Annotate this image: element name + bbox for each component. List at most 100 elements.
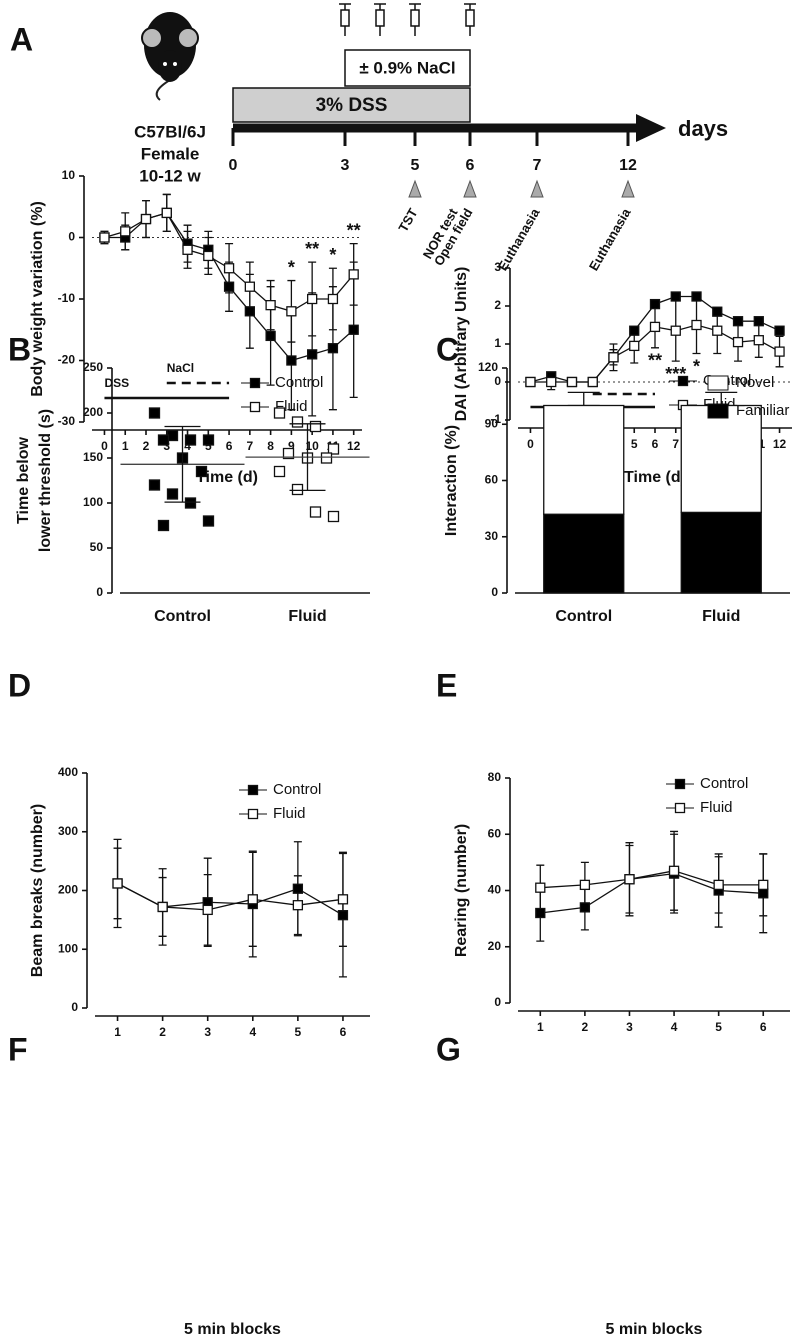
y-tick-label: 40 [488,883,502,897]
axis-label: days [678,116,728,141]
syringe [409,3,421,36]
marker [608,352,619,363]
marker [223,263,235,274]
y-tick-label: 3 [494,260,501,274]
marker [307,293,318,305]
marker [774,346,785,357]
x-tick-label: 6 [652,437,659,451]
bar-segment [543,404,625,515]
point [148,407,161,419]
y-tick-label: 60 [485,473,499,487]
x-tick-label: Fluid [288,608,326,625]
mouse-ear [141,27,163,49]
y-tick-label: -1 [490,412,501,426]
marker [348,269,359,280]
panel-label: G [436,1031,461,1067]
y-tick-label: 0 [494,374,501,388]
point [157,434,170,446]
event-marker [408,179,422,198]
y-tick-label: 0 [68,230,75,244]
tick-label: 7 [533,157,542,174]
legend-swatch [707,375,729,391]
marker [247,894,258,905]
mouse-eye [163,62,167,66]
legend-label: Fluid [700,799,733,816]
point [327,443,340,455]
point [148,479,161,491]
y-tick-label: 300 [58,824,78,838]
marker [265,330,276,342]
marker [691,291,702,302]
marker [758,879,769,891]
strain-label: Female [141,144,200,163]
tick-label: 12 [619,157,637,174]
y-tick-label: 120 [478,360,498,374]
point [291,416,304,428]
bar-segment [680,511,762,594]
y-tick-label: 0 [71,1000,78,1014]
legend-label: Control [273,781,321,798]
marker [624,874,635,885]
point [309,506,322,518]
mouse-ear [177,27,199,49]
x-tick-label: 5 [631,437,638,451]
x-tick-label: 3 [163,439,170,453]
legend-label: Control [275,374,323,391]
marker [223,281,235,292]
point [309,420,322,433]
x-tick-label: 8 [267,439,274,453]
marker [203,250,214,262]
x-tick-label: 5 [295,1025,302,1039]
legend-marker [674,778,686,790]
point [291,483,304,496]
marker [691,319,702,331]
marker [535,907,546,919]
tick-label: 3 [341,157,350,174]
x-tick-label: 6 [760,1020,767,1034]
event-marker [530,179,544,198]
marker [546,376,557,388]
y-tick-label: 0 [494,995,501,1009]
panel-label: B [8,331,31,367]
significance: * [288,257,295,277]
strain-label: 10-12 w [139,166,201,185]
point [273,465,286,478]
y-axis-title: Rearing (number) [453,824,470,957]
x-axis-title: 5 min blocks [606,1321,703,1338]
tick-label: 0 [229,157,238,174]
point [157,519,170,532]
y-axis-title: Time below [15,437,32,524]
nacl-period [344,49,471,87]
x-tick-label: 12 [347,439,361,453]
time-arrow [636,114,666,142]
mouse-tail [155,79,171,101]
y-tick-label: 100 [83,495,103,509]
significance: *** [665,364,686,384]
point [184,497,197,509]
y-tick-label: -30 [58,414,76,428]
marker [292,883,304,894]
panel-label: D [8,667,31,703]
bar-segment [543,513,625,594]
significance: ** [648,351,662,371]
y-tick-label: 250 [83,360,103,374]
strain-label: C57Bl/6J [134,122,206,141]
significance: ** [347,220,361,240]
x-tick-label: 7 [672,437,679,451]
marker [629,340,640,352]
point [195,465,208,478]
significance: * [329,245,336,265]
y-axis-title: Beam breaks (number) [29,804,46,977]
x-tick-label: 4 [671,1020,678,1034]
x-tick-label: Fluid [702,608,740,625]
series-line [540,870,764,889]
legend-label: Control [700,775,748,792]
x-tick-label: 2 [159,1025,166,1039]
x-tick-label: 2 [143,439,150,453]
y-tick-label: 100 [58,941,78,955]
x-tick-label: 5 [715,1020,722,1034]
period-label: DSS [104,376,129,390]
marker [182,244,193,255]
y-tick-label: 1 [494,336,501,350]
